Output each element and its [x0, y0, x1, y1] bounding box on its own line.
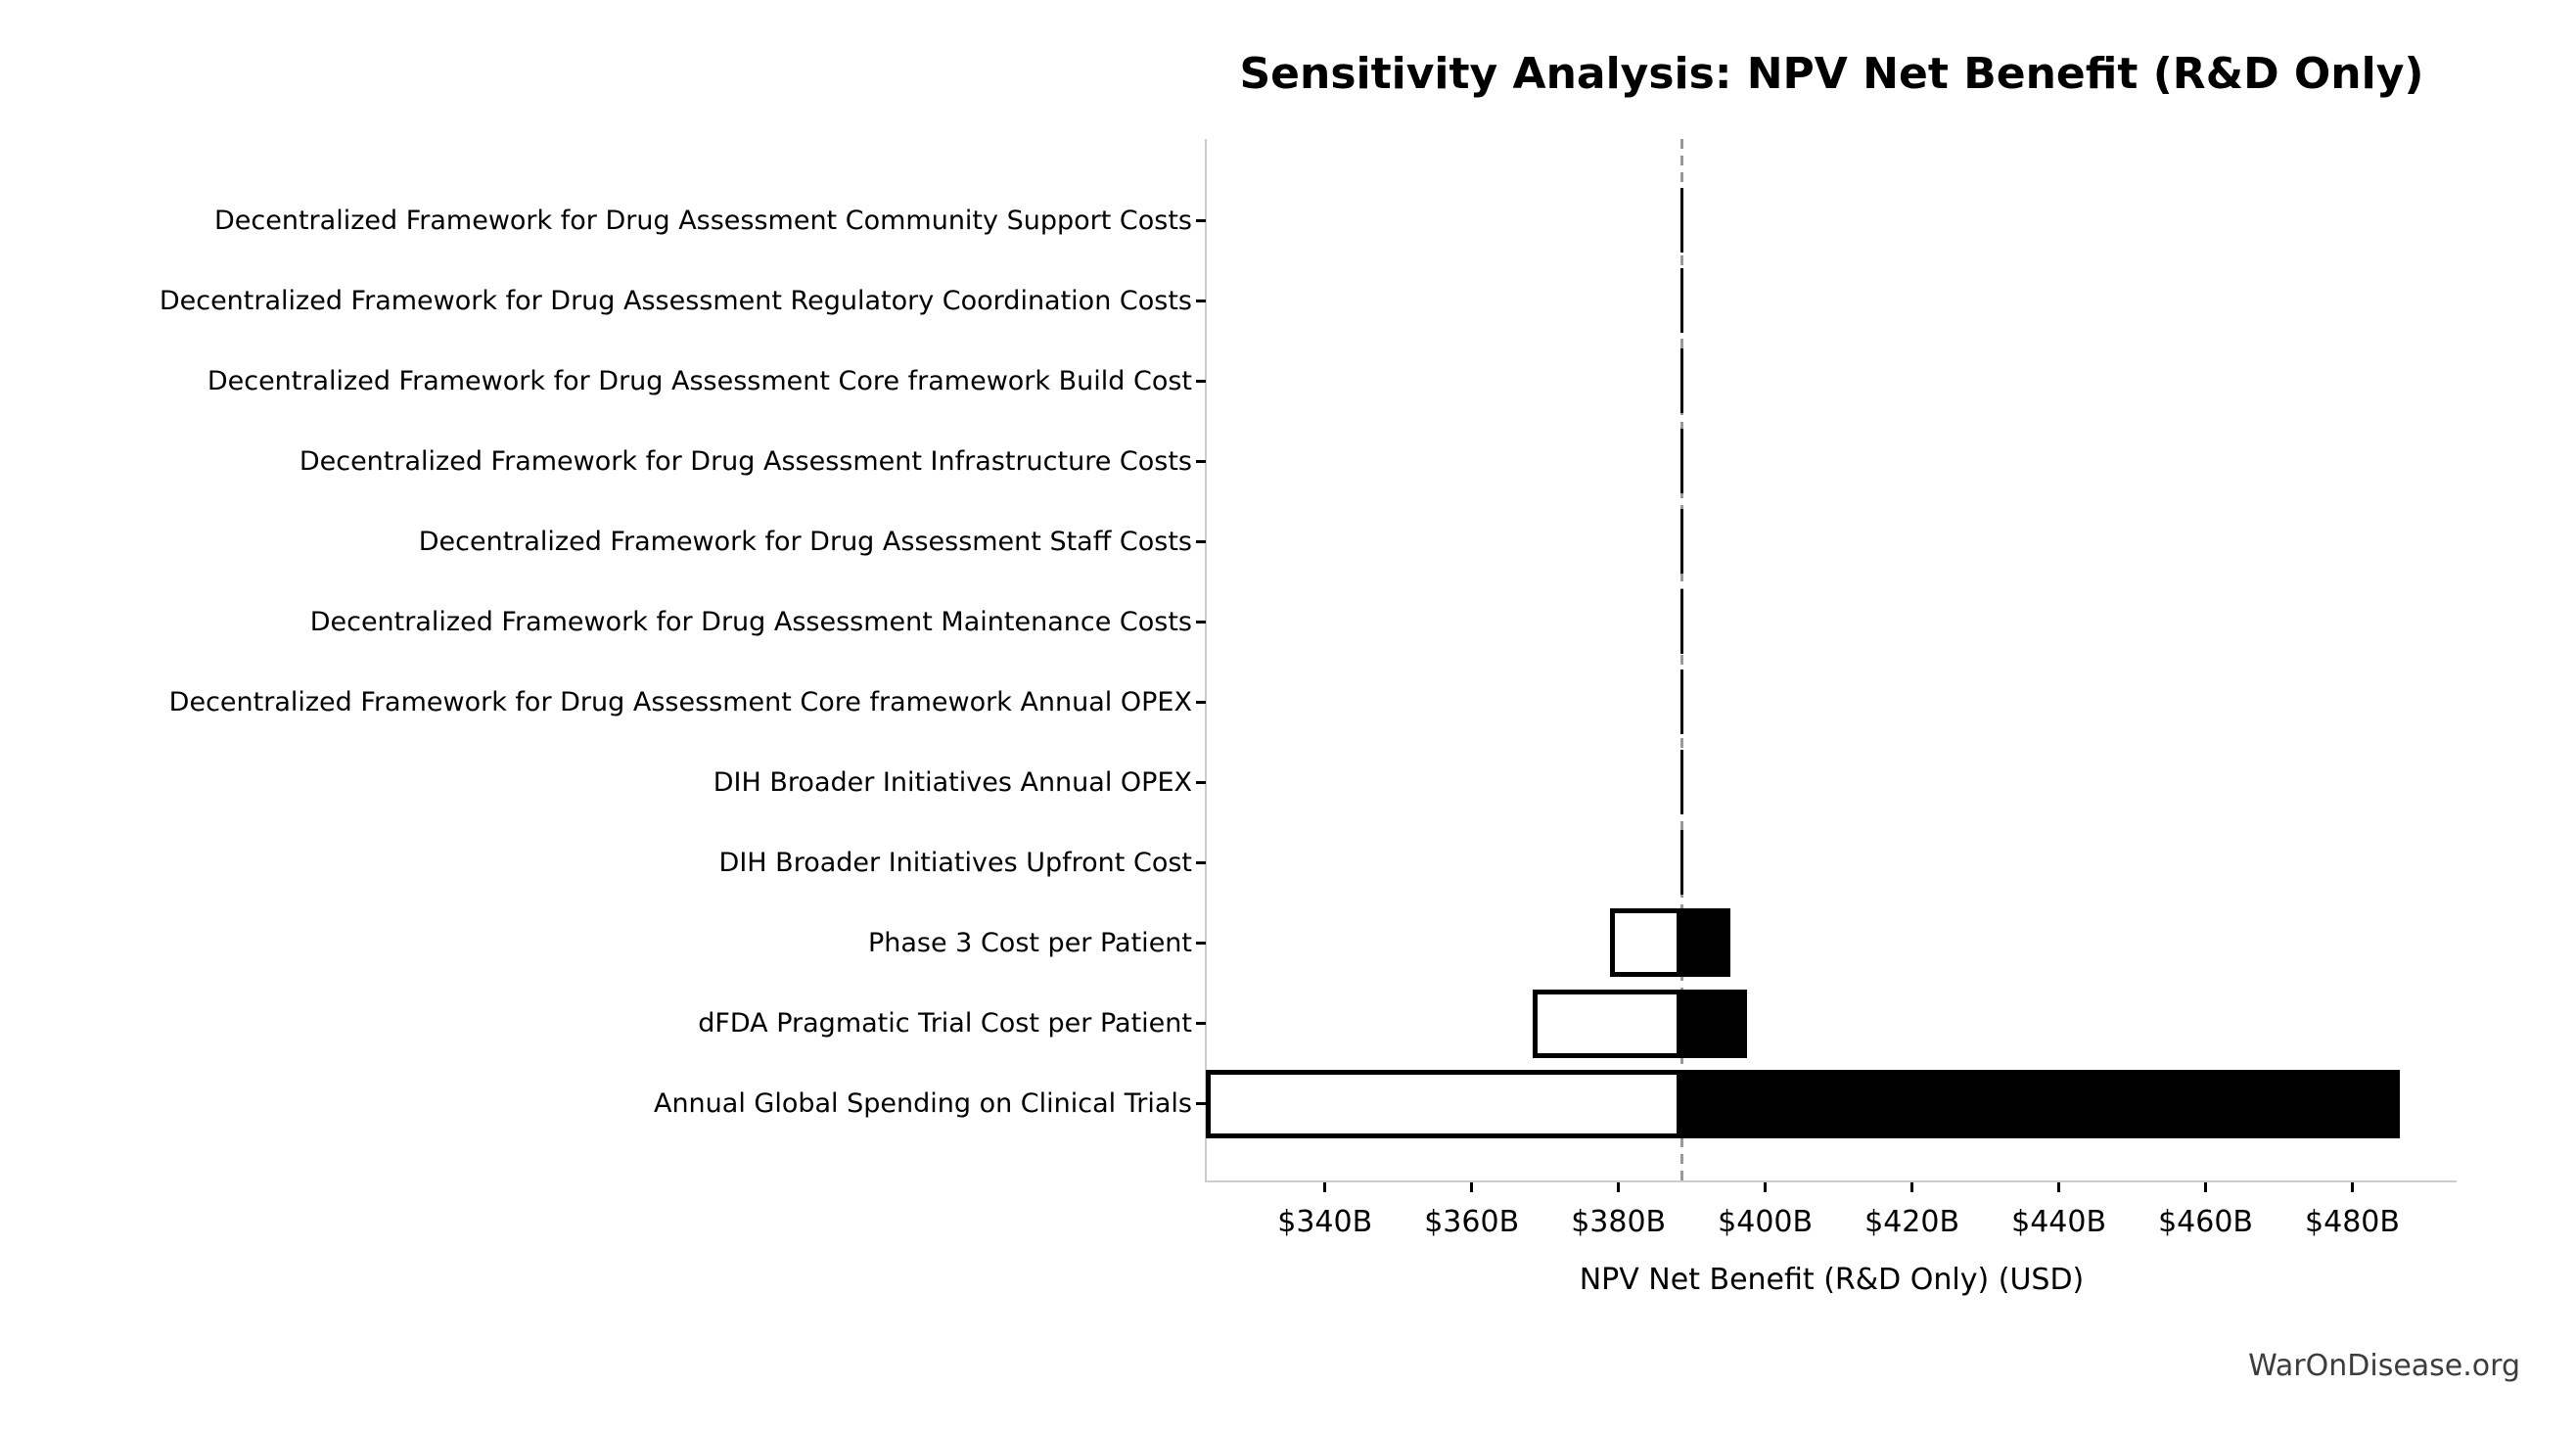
plot-area [1205, 139, 2457, 1182]
base-case-dashed-line [1679, 139, 1683, 1180]
bar-high-side [1681, 1069, 2401, 1138]
x-axis-spine [1205, 1180, 2457, 1182]
x-tick-mark [1764, 1182, 1768, 1192]
y-tick-label: Decentralized Framework for Drug Assessm… [207, 365, 1192, 396]
y-tick-label: Phase 3 Cost per Patient [867, 927, 1192, 958]
y-tick-mark [1196, 620, 1206, 624]
y-tick-label: DIH Broader Initiatives Upfront Cost [718, 847, 1192, 878]
y-tick-label: Decentralized Framework for Drug Assessm… [418, 526, 1192, 557]
y-tick-mark [1196, 379, 1206, 383]
x-tick-label: $340B [1277, 1205, 1373, 1239]
y-tick-mark [1196, 1102, 1206, 1106]
bar-high-side [1681, 989, 1748, 1058]
x-tick-label: $400B [1718, 1205, 1814, 1239]
x-tick-label: $380B [1571, 1205, 1667, 1239]
y-tick-label: Annual Global Spending on Clinical Trial… [653, 1088, 1192, 1120]
bar-negligible [1679, 830, 1683, 896]
y-tick-mark [1196, 700, 1206, 704]
y-tick-label: Decentralized Framework for Drug Assessm… [299, 445, 1192, 477]
bar-negligible [1679, 589, 1683, 655]
bar-negligible [1679, 670, 1683, 735]
bar-low-side [1610, 908, 1682, 978]
bar-negligible [1679, 509, 1683, 575]
bar-high-side [1681, 908, 1730, 978]
x-tick-mark [1323, 1182, 1327, 1192]
x-tick-mark [2057, 1182, 2061, 1192]
y-tick-label: Decentralized Framework for Drug Assessm… [168, 686, 1192, 717]
bar-negligible [1679, 750, 1683, 815]
y-tick-label: Decentralized Framework for Drug Assessm… [309, 606, 1192, 637]
watermark-text: WarOnDisease.org [2248, 1349, 2520, 1383]
x-tick-label: $420B [1864, 1205, 1960, 1239]
y-tick-label: DIH Broader Initiatives Annual OPEX [713, 766, 1192, 798]
bar-negligible [1679, 188, 1683, 253]
x-tick-label: $360B [1424, 1205, 1520, 1239]
x-tick-mark [2204, 1182, 2208, 1192]
y-tick-mark [1196, 299, 1206, 302]
y-axis-spine [1205, 139, 1207, 1180]
y-tick-mark [1196, 218, 1206, 222]
x-tick-label: $440B [2011, 1205, 2107, 1239]
y-tick-label: Decentralized Framework for Drug Assessm… [159, 285, 1192, 316]
bar-low-side [1533, 989, 1682, 1058]
y-tick-mark [1196, 1022, 1206, 1025]
x-tick-mark [2351, 1182, 2355, 1192]
y-tick-mark [1196, 539, 1206, 543]
x-axis-title: NPV Net Benefit (R&D Only) (USD) [1579, 1263, 2085, 1297]
x-tick-mark [1470, 1182, 1474, 1192]
y-tick-mark [1196, 860, 1206, 864]
y-tick-mark [1196, 459, 1206, 463]
x-tick-mark [1617, 1182, 1621, 1192]
bar-low-side [1206, 1069, 1682, 1138]
bar-negligible [1679, 429, 1683, 494]
y-tick-mark [1196, 941, 1206, 945]
y-tick-label: dFDA Pragmatic Trial Cost per Patient [698, 1008, 1192, 1039]
x-tick-label: $480B [2305, 1205, 2400, 1239]
y-tick-label: Decentralized Framework for Drug Assessm… [214, 205, 1192, 236]
x-tick-mark [1910, 1182, 1914, 1192]
y-tick-mark [1196, 780, 1206, 784]
bar-negligible [1679, 348, 1683, 414]
bar-negligible [1679, 268, 1683, 334]
chart-title: Sensitivity Analysis: NPV Net Benefit (R… [1239, 49, 2424, 99]
x-tick-label: $460B [2158, 1205, 2254, 1239]
